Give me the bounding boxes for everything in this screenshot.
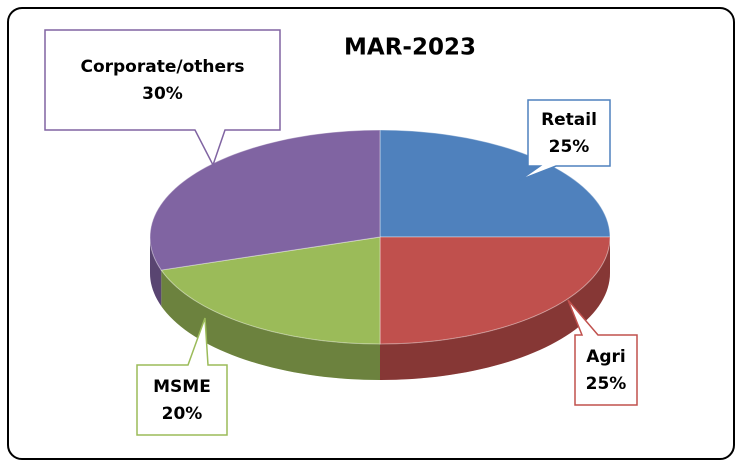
data-label: 25% <box>586 374 627 394</box>
data-label-name: MSME <box>153 377 211 397</box>
slice-side-shade <box>161 270 380 380</box>
data-label: 20% <box>162 404 203 424</box>
slice <box>379 236 611 345</box>
slice-side <box>161 270 380 380</box>
slice <box>149 129 381 271</box>
callout <box>519 99 611 181</box>
slice-side-shade <box>380 237 610 380</box>
callout <box>44 29 281 167</box>
data-label-name: Retail <box>541 110 597 130</box>
slice-side <box>380 237 610 380</box>
data-label-name: Agri <box>586 347 626 367</box>
data-label: 30% <box>142 84 183 104</box>
callout <box>567 299 638 406</box>
chart-title: MAR-2023 <box>344 35 476 61</box>
callout <box>136 317 228 436</box>
slice-side-shade <box>150 237 162 307</box>
data-label: 25% <box>549 137 590 157</box>
slice-side <box>150 237 162 307</box>
slice <box>160 236 381 345</box>
data-label-name: Corporate/others <box>80 57 244 77</box>
